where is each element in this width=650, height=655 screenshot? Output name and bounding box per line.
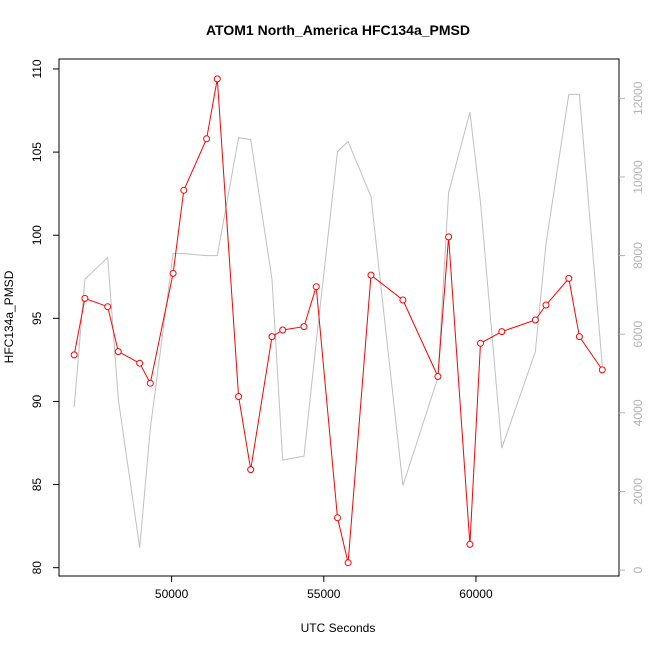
data-point <box>180 186 188 194</box>
y-tick-label: 80 <box>30 561 44 575</box>
y2-tick-label: 12000 <box>631 81 645 115</box>
data-point <box>247 466 255 474</box>
y-axis-right: 0 2000 4000 6000 8000 10000 12000 <box>619 81 645 573</box>
data-point <box>235 393 243 400</box>
data-point <box>213 75 221 83</box>
y-tick-label: 90 <box>30 394 44 408</box>
y-tick-label: 110 <box>30 59 44 78</box>
plot-frame <box>58 58 620 577</box>
y2-tick-label: 0 <box>631 566 645 573</box>
data-point <box>565 274 573 282</box>
data-point <box>169 269 177 277</box>
data-point <box>203 135 211 143</box>
data-point <box>542 301 550 309</box>
x-tick-label: 55000 <box>307 587 341 601</box>
data-point <box>598 366 606 374</box>
data-point <box>146 379 154 387</box>
series-line-secondary <box>73 93 603 548</box>
data-point <box>114 348 122 356</box>
data-point <box>70 351 78 359</box>
y-tick-label: 100 <box>30 225 44 245</box>
y2-tick-label: 10000 <box>631 160 645 194</box>
data-point <box>312 283 320 291</box>
data-point <box>445 233 453 241</box>
y-axis-label: HFC134a_PMSD <box>2 270 16 363</box>
data-point <box>81 294 89 302</box>
y2-tick-label: 4000 <box>631 399 645 426</box>
series-line-primary <box>73 78 603 563</box>
data-point <box>268 333 276 341</box>
data-point <box>367 271 375 279</box>
y-tick-label: 105 <box>30 142 44 162</box>
data-point <box>300 323 308 331</box>
data-point <box>279 326 287 334</box>
y2-tick-label: 6000 <box>631 321 645 348</box>
y-tick-label: 85 <box>30 478 44 492</box>
y-tick-label: 95 <box>30 311 44 325</box>
y-axis-left: 80 85 90 95 100 105 110 <box>30 59 59 574</box>
data-point <box>477 339 484 347</box>
y2-tick-label: 2000 <box>631 478 645 505</box>
data-point <box>575 333 583 341</box>
data-point <box>498 328 506 336</box>
x-tick-label: 50000 <box>155 587 189 601</box>
data-point <box>136 359 144 367</box>
data-point <box>466 540 474 548</box>
x-axis-label: UTC Seconds <box>301 621 376 635</box>
y2-tick-label: 8000 <box>631 242 645 269</box>
data-point <box>531 316 539 324</box>
series-layer <box>70 75 606 567</box>
data-point <box>344 559 352 567</box>
chart-title: ATOM1 North_America HFC134a_PMSD <box>206 22 470 38</box>
data-point <box>334 514 341 522</box>
data-point <box>399 296 407 304</box>
data-point <box>434 373 442 380</box>
data-point <box>104 303 112 311</box>
x-axis: 50000 55000 60000 <box>155 576 493 601</box>
x-tick-label: 60000 <box>459 587 493 601</box>
